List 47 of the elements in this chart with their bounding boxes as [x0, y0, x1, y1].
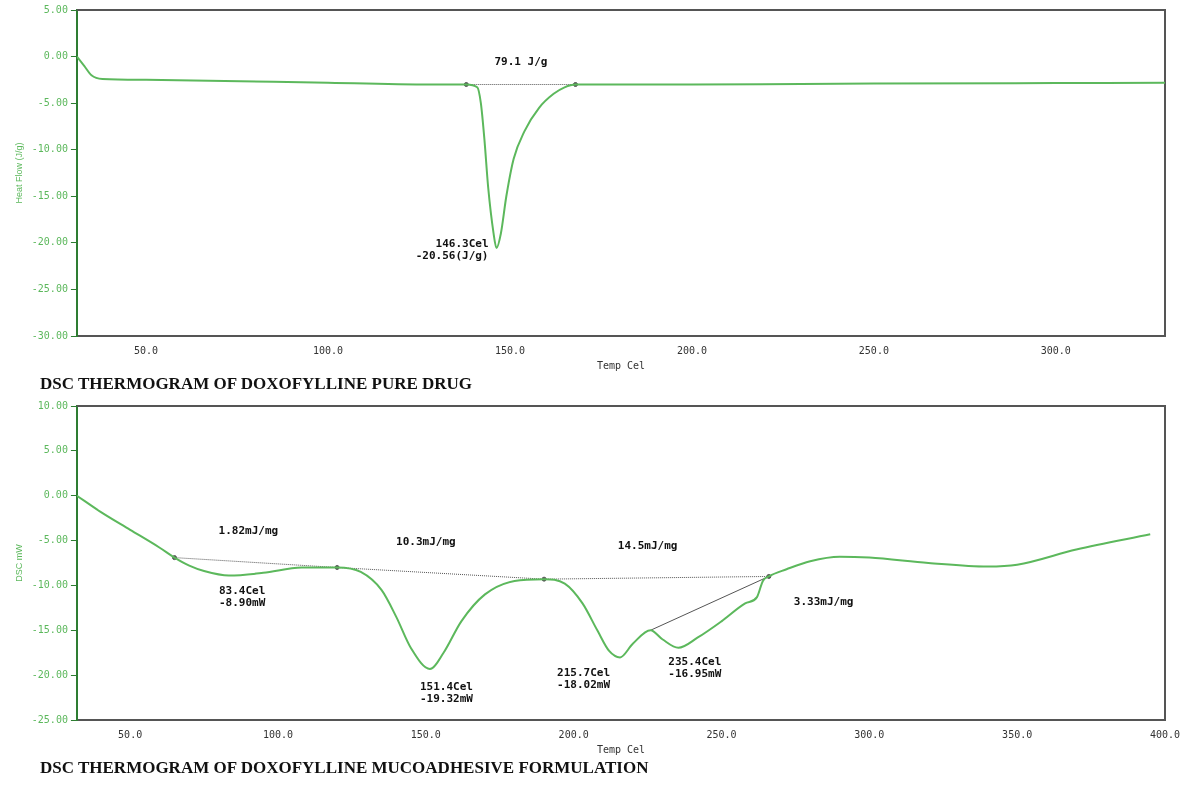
annotation: 1.82mJ/mg	[218, 523, 279, 537]
y-tick-label: 5.00	[43, 3, 68, 15]
x-tick-label: 200.0	[558, 728, 589, 740]
x-tick-label: 350.0	[1002, 728, 1033, 740]
x-tick-label: 400.0	[1149, 728, 1181, 740]
x-tick-label: 200.0	[676, 344, 707, 356]
y-tick-label: -15.00	[31, 189, 68, 201]
x-axis-title: Temp Cel	[596, 359, 646, 371]
x-tick-label: 250.0	[858, 344, 889, 356]
y-axis-title: Heat Flow (J/g)	[13, 142, 24, 204]
x-tick-label: 300.0	[854, 728, 885, 740]
x-tick-label: 150.0	[494, 344, 526, 356]
text: DSC THERMOGRAM OF DOXOFYLLINE MUCOADHESIVE FORMULATION	[39, 757, 650, 779]
annotation: 151.4Cel -19.32mW	[419, 679, 474, 705]
x-tick-label: 150.0	[410, 728, 441, 740]
y-tick-label: -10.00	[31, 143, 68, 155]
y-tick-label: -20.00	[31, 668, 68, 680]
y-tick-label: -25.00	[31, 713, 68, 725]
x-axis-title: Temp Cel	[596, 743, 646, 755]
text: DSC THERMOGRAM OF DOXOFYLLINE PURE DRUG	[39, 373, 474, 395]
annotation: 215.7Cel -18.02mW	[557, 666, 611, 692]
x-tick-label: 250.0	[706, 728, 737, 740]
x-tick-label: 50.0	[118, 728, 143, 740]
x-tick-label: 100.0	[262, 728, 294, 740]
annotation: 235.4Cel -16.95mW	[668, 654, 722, 680]
annotation: 83.4Cel -8.90mW	[218, 584, 266, 610]
x-tick-label: 50.0	[134, 344, 159, 356]
y-axis-title: DSC mW	[13, 543, 24, 582]
x-tick-label: 300.0	[1040, 344, 1071, 356]
y-tick-label: -15.00	[31, 623, 68, 635]
annotation: 14.5mJ/mg	[617, 539, 678, 553]
y-tick-label: -20.00	[31, 236, 68, 248]
line-series	[76, 55, 1165, 250]
y-tick-label: -25.00	[31, 283, 68, 295]
y-tick-label: 0.00	[43, 489, 68, 501]
y-tick-label: -30.00	[31, 329, 68, 341]
x-tick-label: 100.0	[312, 344, 344, 356]
annotation: 10.3mJ/mg	[396, 534, 456, 548]
y-tick-label: 5.00	[43, 444, 68, 456]
annotation: 3.33mJ/mg	[793, 595, 854, 609]
y-tick-label: -10.00	[31, 579, 68, 591]
y-tick-label: -5.00	[37, 96, 68, 108]
y-tick-label: 0.00	[43, 50, 68, 62]
annotation: 79.1 J/g	[494, 55, 548, 69]
y-tick-label: 10.00	[37, 399, 68, 411]
y-tick-label: -5.00	[37, 534, 68, 546]
annotation: 146.3Cel -20.56(J/g)	[415, 236, 489, 262]
